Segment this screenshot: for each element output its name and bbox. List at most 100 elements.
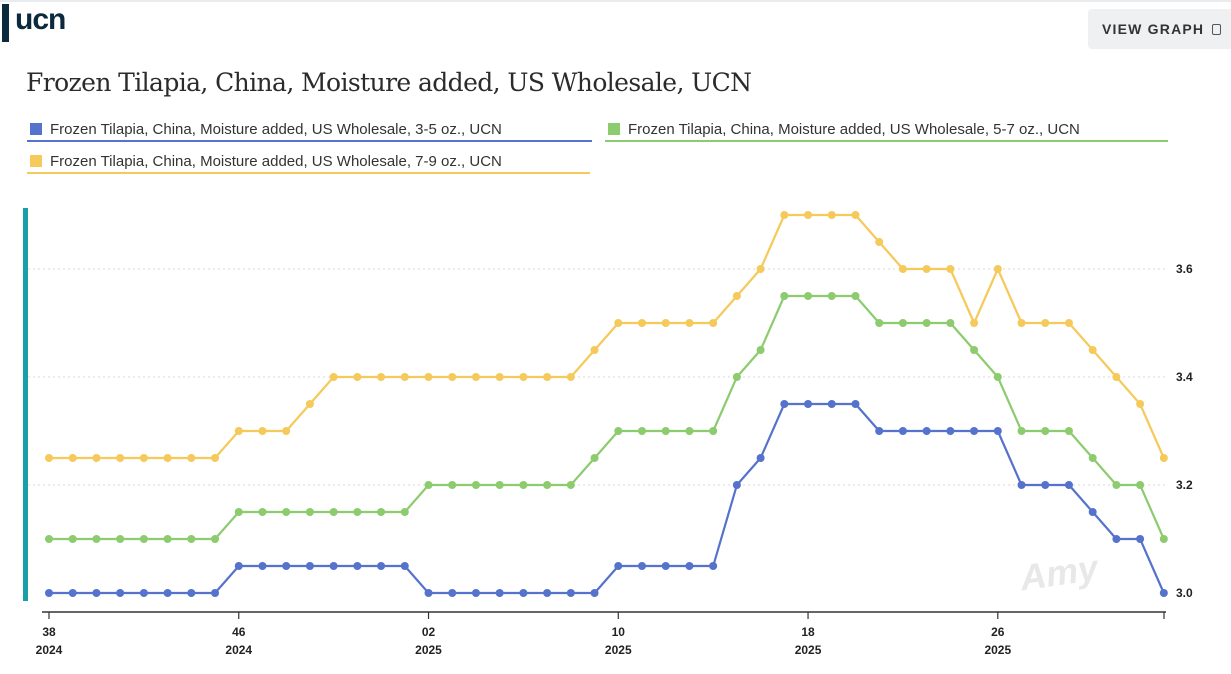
- data-point: [780, 292, 789, 300]
- logo-bar: [2, 4, 9, 42]
- data-point: [187, 454, 196, 462]
- data-point: [211, 454, 220, 462]
- data-point: [970, 427, 979, 435]
- x-tick-year: 2025: [795, 643, 822, 657]
- data-point: [946, 319, 955, 327]
- data-point: [329, 508, 338, 516]
- data-point: [305, 508, 314, 516]
- data-point: [566, 373, 575, 381]
- data-point: [732, 481, 741, 489]
- data-point: [756, 454, 765, 462]
- data-point: [234, 562, 243, 570]
- data-point: [116, 535, 125, 543]
- x-tick-week: 18: [801, 625, 815, 639]
- data-point: [875, 319, 884, 327]
- data-point: [638, 562, 646, 570]
- data-point: [45, 589, 53, 597]
- legend-item-5-7oz[interactable]: Frozen Tilapia, China, Moisture added, U…: [605, 118, 1168, 142]
- y-tick-label: 3.4: [1176, 370, 1193, 384]
- data-point: [590, 346, 599, 354]
- data-point: [922, 427, 931, 435]
- data-point: [92, 535, 101, 543]
- data-point: [519, 589, 528, 597]
- data-point: [1159, 535, 1168, 543]
- data-point: [519, 373, 528, 381]
- data-point: [851, 211, 860, 219]
- data-point: [709, 427, 718, 435]
- data-point: [590, 589, 599, 597]
- data-point: [1017, 427, 1026, 435]
- top-border: [0, 0, 1231, 2]
- x-tick-year: 2025: [605, 643, 632, 657]
- data-point: [709, 319, 718, 327]
- data-point: [661, 562, 670, 570]
- data-point: [875, 238, 884, 246]
- legend-swatch-yellow: [30, 155, 42, 167]
- data-point: [804, 292, 813, 300]
- data-point: [566, 481, 575, 489]
- data-point: [471, 589, 480, 597]
- x-tick-year: 2024: [225, 643, 252, 657]
- data-point: [495, 481, 504, 489]
- legend-label: Frozen Tilapia, China, Moisture added, U…: [50, 152, 502, 170]
- data-point: [448, 589, 457, 597]
- data-point: [92, 454, 101, 462]
- data-point: [163, 589, 172, 597]
- data-point: [922, 265, 931, 273]
- data-point: [685, 562, 694, 570]
- data-point: [471, 373, 480, 381]
- data-point: [1064, 319, 1073, 327]
- data-point: [780, 211, 789, 219]
- legend-label: Frozen Tilapia, China, Moisture added, U…: [50, 120, 502, 138]
- data-point: [970, 319, 979, 327]
- data-point: [993, 265, 1002, 273]
- data-point: [827, 292, 836, 300]
- data-point: [614, 319, 623, 327]
- legend-swatch-blue: [30, 123, 42, 135]
- view-graph-button[interactable]: VIEW GRAPH: [1088, 9, 1231, 49]
- data-point: [116, 589, 125, 597]
- chart-title: Frozen Tilapia, China, Moisture added, U…: [26, 68, 752, 97]
- data-point: [946, 265, 955, 273]
- y-tick-label: 3.0: [1176, 586, 1193, 600]
- series-line: [49, 213, 1165, 460]
- data-point: [400, 562, 409, 570]
- data-point: [1017, 319, 1026, 327]
- external-link-icon: [1212, 24, 1222, 35]
- data-point: [139, 454, 148, 462]
- data-point: [827, 400, 836, 408]
- data-point: [495, 373, 504, 381]
- data-point: [827, 211, 836, 219]
- data-point: [1136, 400, 1145, 408]
- x-tick-week: 26: [991, 625, 1005, 639]
- legend-item-7-9oz[interactable]: Frozen Tilapia, China, Moisture added, U…: [27, 150, 590, 174]
- legend-swatch-green: [608, 123, 620, 135]
- data-point: [970, 346, 979, 354]
- ucn-logo[interactable]: ucn: [15, 3, 66, 36]
- data-point: [898, 265, 907, 273]
- data-point: [1112, 481, 1121, 489]
- data-point: [946, 427, 955, 435]
- series-line: [49, 294, 1165, 541]
- data-point: [211, 535, 220, 543]
- data-point: [400, 373, 409, 381]
- data-point: [1159, 454, 1168, 462]
- data-point: [353, 562, 362, 570]
- series-group: [45, 211, 1168, 462]
- data-point: [282, 508, 291, 516]
- data-point: [353, 508, 362, 516]
- legend-item-3-5oz[interactable]: Frozen Tilapia, China, Moisture added, U…: [27, 118, 592, 142]
- data-point: [187, 535, 196, 543]
- x-tick-week: 46: [232, 625, 246, 639]
- data-point: [993, 427, 1002, 435]
- data-point: [45, 535, 53, 543]
- data-point: [116, 454, 125, 462]
- data-point: [377, 562, 386, 570]
- data-point: [1088, 508, 1097, 516]
- data-point: [353, 373, 362, 381]
- data-point: [614, 562, 623, 570]
- data-point: [68, 535, 77, 543]
- x-tick-week: 38: [42, 625, 56, 639]
- x-tick-year: 2024: [36, 643, 63, 657]
